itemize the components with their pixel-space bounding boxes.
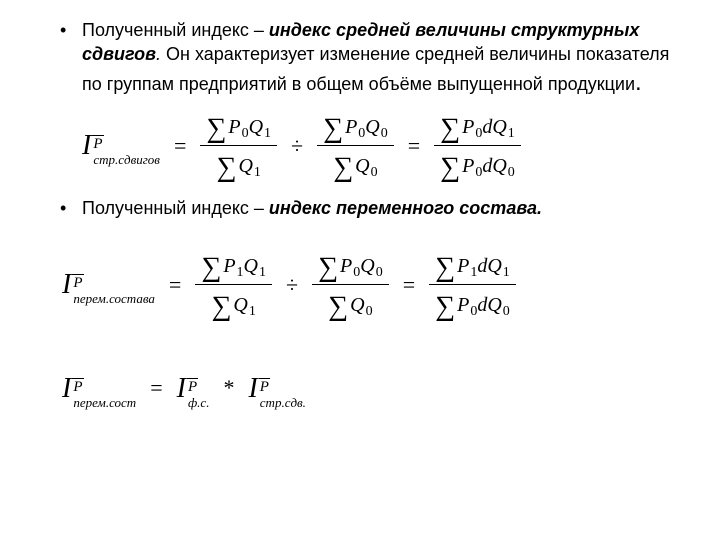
d: d bbox=[477, 294, 487, 316]
frac-6: ∑P1dQ1 ∑P0dQ0 bbox=[429, 248, 516, 321]
sigma: ∑ bbox=[328, 293, 348, 321]
p-bar: P bbox=[93, 137, 102, 152]
sub1: 1 bbox=[249, 304, 256, 319]
Q: Q bbox=[365, 116, 379, 138]
sub0: 0 bbox=[376, 265, 383, 280]
p-bar: P bbox=[188, 380, 197, 395]
sub0: 0 bbox=[366, 304, 373, 319]
sub1: 1 bbox=[503, 265, 510, 280]
Q: Q bbox=[244, 255, 258, 277]
I-perem-short: I P перем.сост bbox=[62, 374, 136, 403]
sigma: ∑ bbox=[440, 115, 460, 143]
Q: Q bbox=[233, 294, 247, 316]
Q: Q bbox=[360, 255, 374, 277]
formula-product: I P перем.сост = I P ф.с. * bbox=[62, 373, 680, 403]
Q: Q bbox=[350, 294, 364, 316]
letter-I: I bbox=[62, 375, 71, 403]
sub1: 1 bbox=[508, 126, 515, 141]
equals-4: = bbox=[399, 270, 419, 300]
sub0: 0 bbox=[371, 165, 378, 180]
P: P bbox=[457, 255, 469, 277]
sub-perem-label: перем.состава bbox=[73, 292, 155, 305]
equals-2: = bbox=[404, 131, 424, 161]
frac-4: ∑P1Q1 ∑Q1 bbox=[195, 248, 272, 321]
I-str-short: I P стр.сдв. bbox=[248, 374, 305, 403]
divide-2: ÷ bbox=[282, 270, 302, 300]
letter-I: I bbox=[248, 375, 257, 403]
sigma: ∑ bbox=[211, 293, 231, 321]
p-bar: P bbox=[73, 380, 82, 395]
letter-I: I bbox=[177, 375, 186, 403]
letter-I: I bbox=[82, 132, 91, 160]
frac-3: ∑P0dQ1 ∑P0dQ0 bbox=[434, 109, 521, 182]
multiply: * bbox=[219, 373, 238, 403]
sigma: ∑ bbox=[435, 254, 455, 282]
p-bar: P bbox=[73, 276, 82, 291]
sigma: ∑ bbox=[216, 154, 236, 182]
bullet-2: Полученный индекс – индекс переменного с… bbox=[60, 196, 680, 403]
b2-pre: Полученный индекс – bbox=[82, 198, 269, 218]
I-perem: I P перем.состава bbox=[62, 270, 155, 299]
formula-perem: I P перем.состава = ∑P1Q1 ∑Q1 ÷ bbox=[62, 248, 680, 321]
P: P bbox=[228, 116, 240, 138]
P: P bbox=[462, 116, 474, 138]
Q: Q bbox=[487, 294, 501, 316]
sigma: ∑ bbox=[440, 154, 460, 182]
equals-1: = bbox=[170, 131, 190, 161]
sub0: 0 bbox=[381, 126, 388, 141]
equals-3: = bbox=[165, 270, 185, 300]
I-struct: I P стр.сдвигов bbox=[82, 131, 160, 160]
sub0: 0 bbox=[503, 304, 510, 319]
sigma: ∑ bbox=[435, 293, 455, 321]
Q: Q bbox=[355, 155, 369, 177]
Q: Q bbox=[238, 155, 252, 177]
sub1: 1 bbox=[254, 165, 261, 180]
P: P bbox=[340, 255, 352, 277]
P: P bbox=[223, 255, 235, 277]
d: d bbox=[482, 155, 492, 177]
bullet-1: Полученный индекс – индекс средней велич… bbox=[60, 18, 680, 182]
sigma: ∑ bbox=[323, 115, 343, 143]
b2-term: индекс переменного состава. bbox=[269, 198, 542, 218]
p-bar: P bbox=[260, 380, 269, 395]
P: P bbox=[345, 116, 357, 138]
b1-pre: Полученный индекс – bbox=[82, 20, 269, 40]
sigma: ∑ bbox=[206, 115, 226, 143]
sub-perem-short: перем.сост bbox=[73, 396, 136, 409]
Q: Q bbox=[487, 255, 501, 277]
sub1: 1 bbox=[264, 126, 271, 141]
bullet-list: Полученный индекс – индекс средней велич… bbox=[60, 18, 680, 403]
slide: Полученный индекс – индекс средней велич… bbox=[0, 0, 720, 437]
frac-1: ∑P0Q1 ∑Q1 bbox=[200, 109, 277, 182]
divide-1: ÷ bbox=[287, 131, 307, 161]
equals-5: = bbox=[146, 373, 166, 403]
P: P bbox=[457, 294, 469, 316]
frac-5: ∑P0Q0 ∑Q0 bbox=[312, 248, 389, 321]
Q: Q bbox=[492, 116, 506, 138]
sub0: 0 bbox=[242, 126, 249, 141]
sub1: 1 bbox=[259, 265, 266, 280]
sub0: 0 bbox=[508, 165, 515, 180]
P: P bbox=[462, 155, 474, 177]
sigma: ∑ bbox=[201, 254, 221, 282]
b1-final-dot: . bbox=[635, 69, 642, 96]
d: d bbox=[482, 116, 492, 138]
Q: Q bbox=[492, 155, 506, 177]
d: d bbox=[477, 255, 487, 277]
I-fs: I P ф.с. bbox=[177, 374, 210, 403]
sub-str-short: стр.сдв. bbox=[260, 396, 306, 409]
frac-2: ∑P0Q0 ∑Q0 bbox=[317, 109, 394, 182]
letter-I: I bbox=[62, 271, 71, 299]
sigma: ∑ bbox=[333, 154, 353, 182]
sub1: 1 bbox=[237, 265, 244, 280]
sigma: ∑ bbox=[318, 254, 338, 282]
Q: Q bbox=[249, 116, 263, 138]
formula-struct: I P стр.сдвигов = ∑P0Q1 ∑Q1 ÷ bbox=[82, 109, 680, 182]
sub-fs: ф.с. bbox=[188, 396, 210, 409]
b1-rest: Он характеризует изменение средней велич… bbox=[82, 44, 669, 93]
sub-struct-label: стр.сдвигов bbox=[93, 153, 160, 166]
